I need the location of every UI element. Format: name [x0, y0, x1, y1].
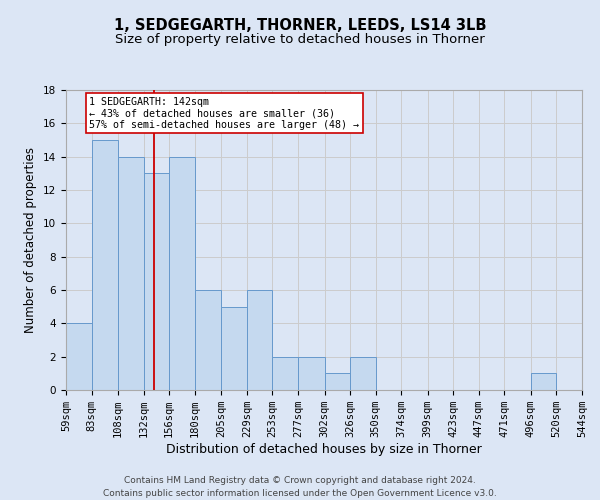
Bar: [221, 306, 247, 390]
Text: Contains HM Land Registry data © Crown copyright and database right 2024.
Contai: Contains HM Land Registry data © Crown c…: [103, 476, 497, 498]
Bar: [169, 156, 195, 390]
Bar: [272, 356, 298, 390]
Text: Size of property relative to detached houses in Thorner: Size of property relative to detached ho…: [115, 32, 485, 46]
Text: 1, SEDGEGARTH, THORNER, LEEDS, LS14 3LB: 1, SEDGEGARTH, THORNER, LEEDS, LS14 3LB: [114, 18, 486, 32]
Bar: [66, 324, 92, 390]
Bar: [247, 290, 272, 390]
Bar: [92, 140, 118, 390]
Bar: [298, 356, 325, 390]
Y-axis label: Number of detached properties: Number of detached properties: [25, 147, 37, 333]
Bar: [195, 290, 221, 390]
Bar: [118, 156, 143, 390]
Bar: [143, 174, 169, 390]
X-axis label: Distribution of detached houses by size in Thorner: Distribution of detached houses by size …: [166, 443, 482, 456]
Text: 1 SEDGEGARTH: 142sqm
← 43% of detached houses are smaller (36)
57% of semi-detac: 1 SEDGEGARTH: 142sqm ← 43% of detached h…: [89, 96, 359, 130]
Bar: [350, 356, 376, 390]
Bar: [325, 374, 350, 390]
Bar: [531, 374, 556, 390]
